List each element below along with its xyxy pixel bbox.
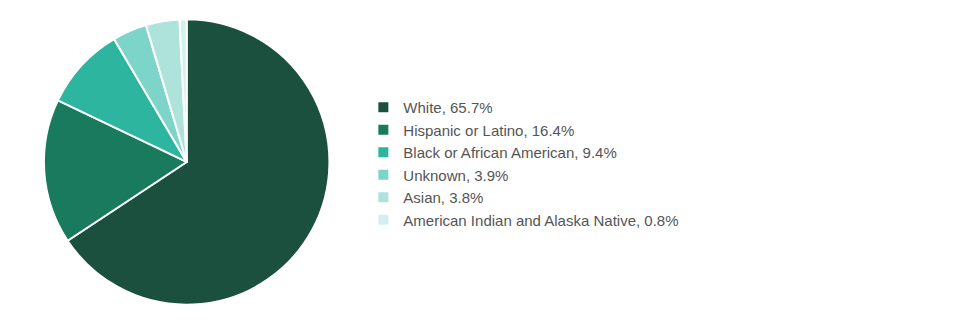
svg-text:Unknown, 3.9%: Unknown, 3.9% — [403, 167, 508, 184]
svg-text:White, 65.7%: White, 65.7% — [403, 99, 492, 116]
svg-text:American Indian and Alaska Nat: American Indian and Alaska Native, 0.8% — [403, 212, 678, 229]
svg-text:Hispanic or Latino, 16.4%: Hispanic or Latino, 16.4% — [403, 122, 574, 139]
svg-text:Asian, 3.8%: Asian, 3.8% — [403, 189, 483, 206]
svg-text:Black or African American, 9.4: Black or African American, 9.4% — [403, 144, 616, 161]
